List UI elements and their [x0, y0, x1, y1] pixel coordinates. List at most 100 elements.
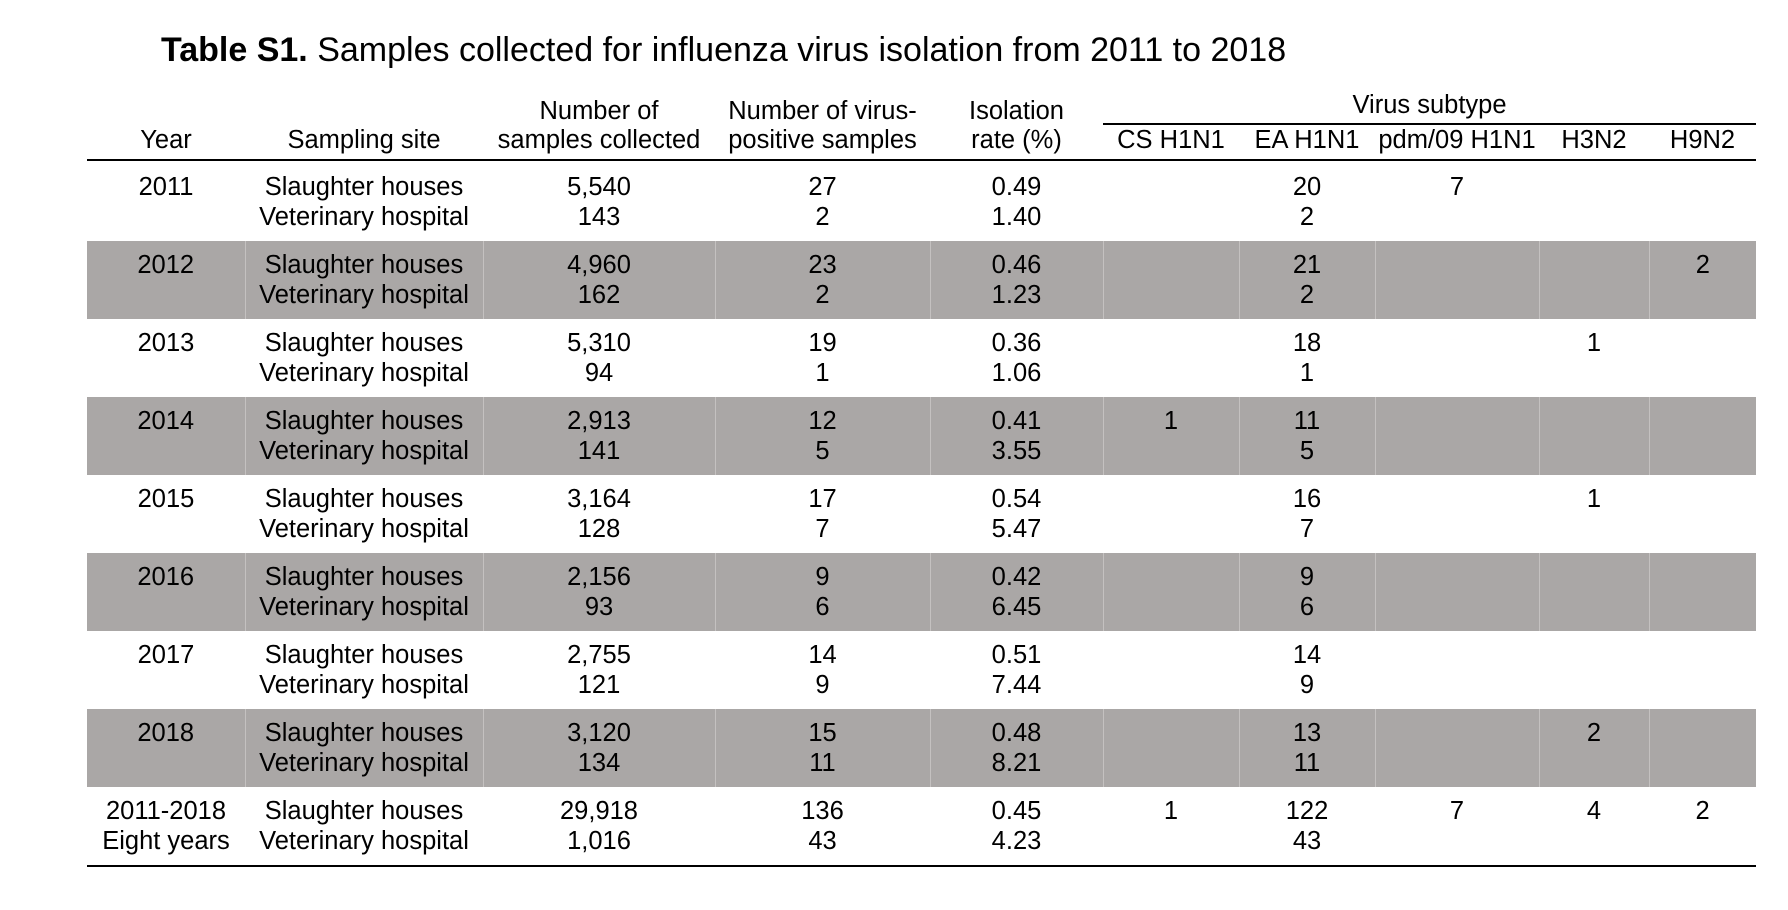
cell-cs-h1n1-line1 — [1103, 484, 1239, 514]
header-ea-h1n1: EA H1N1 — [1239, 124, 1375, 161]
cell-h3n2-line1: 4 — [1586, 797, 1602, 825]
cell-h3n2-line2 — [1540, 280, 1649, 310]
cell-year-line1: 2013 — [137, 329, 195, 357]
header-number-positive: Number of virus- positive samples — [715, 90, 930, 161]
cell-h9n2-line1 — [1650, 562, 1757, 592]
cell-ea-h1n1-line2: 43 — [1292, 827, 1322, 855]
cell-positive-samples-line2: 6 — [815, 593, 830, 621]
cell-isolation-rate-line2: 8.21 — [991, 749, 1042, 777]
cell-h3n2-line2 — [1539, 358, 1649, 388]
cell-cs-h1n1-line1: 1 — [1163, 797, 1179, 825]
header-number-positive-line1: Number of virus- — [728, 97, 917, 125]
cell-positive-samples-line1: 15 — [808, 719, 837, 747]
header-pdm09-h1n1: pdm/09 H1N1 — [1375, 124, 1539, 161]
cell-cs-h1n1-line1 — [1104, 718, 1239, 748]
header-isolation-rate-line2: rate (%) — [971, 126, 1062, 154]
cell-sampling-site: Slaughter houses Veterinary hospital — [245, 631, 483, 709]
cell-pdm09-h1n1: 7 — [1375, 787, 1539, 867]
cell-isolation-rate-line2: 6.45 — [991, 593, 1042, 621]
cell-sampling-site: Slaughter houses Veterinary hospital — [245, 475, 483, 553]
cell-positive-samples: 15 11 — [714, 709, 930, 787]
header-h3n2: H3N2 — [1539, 124, 1649, 161]
cell-sampling-site: Slaughter houses Veterinary hospital — [244, 553, 483, 631]
cell-pdm09-h1n1-line1 — [1375, 484, 1539, 514]
cell-pdm09-h1n1-line1 — [1376, 562, 1539, 592]
cell-cs-h1n1-line1 — [1104, 562, 1239, 592]
table-row: 2013 Slaughter houses Veterinary hospital 5… — [87, 319, 1756, 397]
cell-isolation-rate-line1: 0.41 — [991, 407, 1042, 435]
cell-h9n2-line1 — [1649, 172, 1756, 202]
cell-h3n2-line1 — [1540, 250, 1649, 280]
cell-pdm09-h1n1-line2 — [1375, 826, 1539, 856]
cell-positive-samples: 14 9 — [715, 631, 930, 709]
cell-h9n2-line2 — [1650, 748, 1757, 778]
cell-pdm09-h1n1-line2 — [1375, 514, 1539, 544]
cell-h9n2-line1 — [1649, 640, 1756, 670]
cell-ea-h1n1-line2: 2 — [1299, 203, 1315, 231]
header-h9n2: H9N2 — [1649, 124, 1757, 161]
cell-cs-h1n1 — [1102, 553, 1239, 631]
cell-samples-collected: 29,918 1,016 — [483, 787, 715, 867]
cell-h3n2: 1 — [1539, 319, 1649, 397]
cell-isolation-rate-line2: 3.55 — [991, 437, 1042, 465]
cell-h3n2-line1 — [1540, 562, 1649, 592]
cell-cs-h1n1 — [1103, 160, 1239, 241]
cell-pdm09-h1n1-line2 — [1375, 358, 1539, 388]
cell-h9n2-line2 — [1649, 670, 1756, 700]
header-number-collected-line1: Number of — [539, 97, 659, 125]
cell-ea-h1n1: 20 2 — [1239, 160, 1375, 241]
cell-h9n2 — [1648, 709, 1757, 787]
cell-isolation-rate-line1: 0.54 — [991, 485, 1042, 513]
cell-year-line1: 2016 — [137, 563, 195, 591]
cell-cs-h1n1: 1 — [1102, 397, 1239, 475]
cell-cs-h1n1 — [1103, 631, 1239, 709]
cell-sampling-site: Slaughter houses Veterinary hospital — [244, 709, 483, 787]
cell-samples-collected: 2,156 93 — [482, 553, 715, 631]
cell-cs-h1n1 — [1102, 241, 1239, 319]
cell-h9n2 — [1649, 631, 1756, 709]
cell-isolation-rate: 0.46 1.23 — [929, 241, 1103, 319]
cell-positive-samples: 23 2 — [714, 241, 930, 319]
cell-isolation-rate: 0.36 1.06 — [930, 319, 1103, 397]
cell-ea-h1n1-line1: 14 — [1292, 641, 1322, 669]
cell-samples-collected-line1: 3,120 — [567, 719, 631, 747]
cell-pdm09-h1n1 — [1375, 631, 1539, 709]
cell-year-line1: 2011 — [138, 173, 194, 201]
table-row: 2014 Slaughter houses Veterinary hospital 2… — [87, 397, 1757, 475]
cell-samples-collected: 2,913 141 — [482, 397, 715, 475]
cell-cs-h1n1-line2 — [1103, 670, 1239, 700]
cell-ea-h1n1: 18 1 — [1239, 319, 1375, 397]
cell-cs-h1n1-line2 — [1104, 436, 1239, 466]
cell-year-line1: 2014 — [137, 407, 195, 435]
cell-samples-collected-line2: 1,016 — [567, 827, 631, 855]
cell-year-line1: 2017 — [137, 641, 195, 669]
cell-samples-collected-line1: 5,310 — [567, 329, 631, 357]
cell-positive-samples-line1: 27 — [808, 173, 837, 201]
cell-isolation-rate-line2: 7.44 — [991, 671, 1042, 699]
cell-pdm09-h1n1 — [1375, 475, 1539, 553]
cell-samples-collected-line2: 93 — [584, 593, 614, 621]
cell-cs-h1n1-line2 — [1104, 748, 1239, 778]
cell-ea-h1n1-line1: 16 — [1292, 485, 1322, 513]
cell-positive-samples-line2: 7 — [815, 515, 830, 543]
cell-h9n2-line2 — [1649, 358, 1756, 388]
cell-ea-h1n1-line2: 11 — [1293, 749, 1321, 777]
cell-positive-samples-line2: 5 — [815, 437, 830, 465]
cell-pdm09-h1n1 — [1374, 241, 1539, 319]
table-row: 2011-2018 Eight years Slaughter houses Vete… — [87, 787, 1757, 867]
cell-h9n2-line2 — [1649, 514, 1756, 544]
cell-isolation-rate-line1: 0.46 — [991, 251, 1042, 279]
cell-h3n2 — [1539, 631, 1649, 709]
cell-ea-h1n1: 11 5 — [1238, 397, 1375, 475]
cell-sampling-site-line1: Slaughter houses — [264, 641, 464, 669]
cell-cs-h1n1-line1: 1 — [1163, 407, 1179, 435]
cell-samples-collected-line1: 3,164 — [567, 485, 631, 513]
cell-samples-collected: 3,120 134 — [482, 709, 715, 787]
cell-pdm09-h1n1-line2 — [1376, 748, 1539, 778]
cell-ea-h1n1-line2: 9 — [1299, 671, 1315, 699]
cell-h3n2-line2 — [1540, 748, 1649, 778]
cell-pdm09-h1n1: 7 — [1375, 160, 1539, 241]
cell-sampling-site-line2: Veterinary hospital — [259, 827, 469, 855]
